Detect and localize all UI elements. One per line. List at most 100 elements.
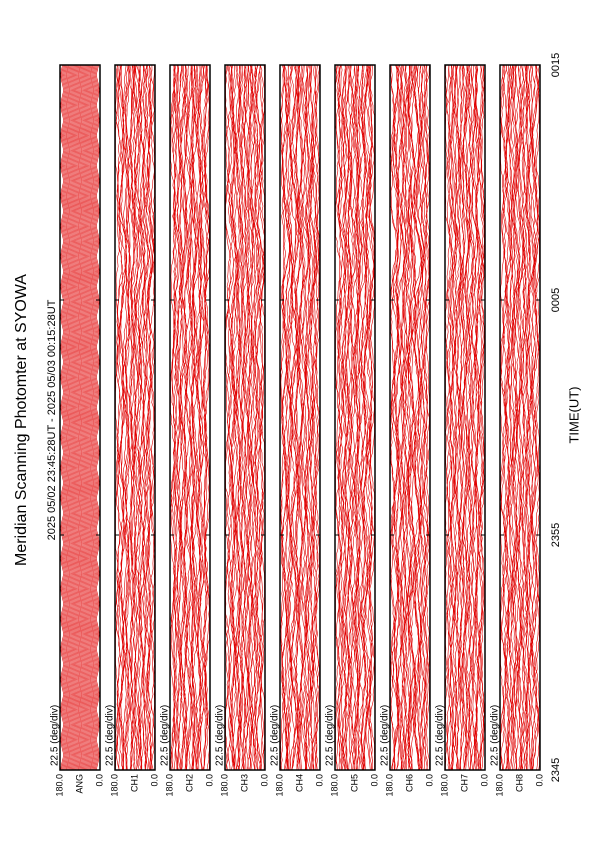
trace xyxy=(66,64,71,771)
trace xyxy=(507,64,513,770)
trace xyxy=(534,64,540,771)
trace xyxy=(92,64,97,771)
trace xyxy=(93,64,98,771)
trace xyxy=(335,64,343,771)
trace xyxy=(254,64,262,771)
trace xyxy=(82,64,88,771)
trace xyxy=(293,64,302,771)
x-tick-label: 0005 xyxy=(550,288,562,312)
trace xyxy=(235,64,241,771)
trace xyxy=(226,64,237,771)
trace xyxy=(60,64,65,771)
trace xyxy=(189,64,197,771)
trace xyxy=(355,65,365,771)
scale-label: 22.5 (deg/div) xyxy=(105,705,116,766)
trace xyxy=(503,64,510,771)
trace xyxy=(509,64,516,771)
trace xyxy=(252,64,259,771)
trace xyxy=(310,64,317,771)
trace xyxy=(137,64,147,771)
trace xyxy=(202,64,208,771)
trace xyxy=(523,64,531,771)
trace xyxy=(90,64,95,771)
trace xyxy=(89,64,94,771)
trace xyxy=(94,64,100,771)
trace xyxy=(475,64,485,771)
trace xyxy=(468,64,479,771)
trace xyxy=(465,64,476,771)
trace xyxy=(95,64,100,771)
trace xyxy=(504,65,513,771)
trace xyxy=(281,64,291,771)
y-tick-label: 180.0 xyxy=(274,774,284,797)
trace xyxy=(60,64,66,771)
trace xyxy=(408,64,417,771)
trace xyxy=(196,64,205,771)
trace xyxy=(233,64,242,771)
panel-frame xyxy=(334,64,376,771)
trace xyxy=(402,64,411,771)
channel-label: CH2 xyxy=(184,774,194,792)
trace xyxy=(258,64,265,771)
trace xyxy=(527,64,536,771)
trace xyxy=(407,64,413,771)
trace xyxy=(480,64,485,771)
trace xyxy=(400,64,410,771)
trace xyxy=(115,64,121,771)
trace xyxy=(259,64,265,771)
trace xyxy=(237,64,243,771)
trace xyxy=(72,64,78,771)
trace xyxy=(295,64,303,771)
trace xyxy=(80,64,85,771)
trace xyxy=(87,64,92,771)
trace xyxy=(88,64,93,771)
trace xyxy=(289,64,300,771)
trace xyxy=(454,64,461,771)
trace xyxy=(312,64,320,771)
trace xyxy=(124,64,131,771)
trace xyxy=(133,64,144,771)
trace xyxy=(133,64,143,771)
trace xyxy=(225,64,235,771)
trace xyxy=(504,64,513,771)
trace xyxy=(185,64,194,771)
trace xyxy=(300,64,310,771)
trace xyxy=(337,64,348,770)
trace xyxy=(86,64,91,771)
trace xyxy=(257,64,265,771)
trace xyxy=(77,64,82,771)
trace xyxy=(231,64,239,771)
trace xyxy=(506,64,515,771)
trace xyxy=(477,64,485,771)
y-tick-label: 180.0 xyxy=(109,774,119,797)
y-tick-label: 180.0 xyxy=(494,774,504,797)
scale-label: 22.5 (deg/div) xyxy=(490,705,501,766)
scale-label: 22.5 (deg/div) xyxy=(435,705,446,766)
scale-label: 22.5 (deg/div) xyxy=(160,705,171,766)
trace xyxy=(91,64,96,771)
x-axis-label: TIME(UT) xyxy=(566,386,581,443)
trace xyxy=(303,64,310,771)
x-tick-label: 2355 xyxy=(550,523,562,547)
trace xyxy=(227,64,237,771)
trace xyxy=(116,64,127,771)
trace xyxy=(404,64,413,771)
y-tick-label: 180.0 xyxy=(329,774,339,797)
trace xyxy=(513,64,524,771)
trace xyxy=(74,64,79,771)
trace xyxy=(308,64,318,771)
trace xyxy=(347,64,357,771)
y-tick-label: 0.0 xyxy=(149,774,159,787)
trace xyxy=(246,64,254,771)
panel-frame xyxy=(169,64,211,771)
trace xyxy=(71,64,77,771)
trace xyxy=(450,64,457,771)
trace xyxy=(238,64,244,771)
trace xyxy=(516,64,528,771)
trace xyxy=(122,64,128,771)
trace xyxy=(446,64,457,770)
trace xyxy=(465,64,475,771)
trace xyxy=(472,65,480,771)
trace xyxy=(130,64,139,771)
